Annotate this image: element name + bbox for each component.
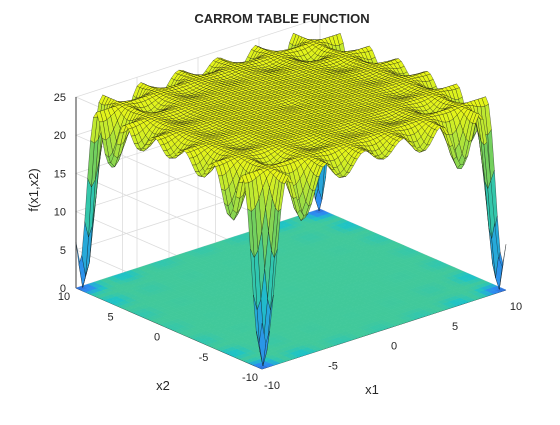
contour-floor <box>76 209 506 369</box>
